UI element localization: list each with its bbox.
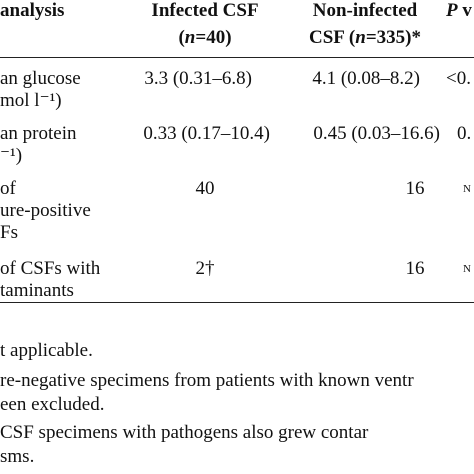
row-culture-noninfected: 16 (405, 178, 425, 199)
row-glucose-noninfected: 4.1 (0.08–8.2) (312, 68, 420, 89)
row-protein-noninfected: 0.45 (0.03–16.6) (313, 123, 440, 144)
row-glucose-p: <0. (446, 68, 471, 89)
row-contaminants-p: N (463, 263, 472, 275)
row-protein-p: 0. (457, 123, 472, 144)
row-culture-label-1: of (0, 178, 16, 199)
header-rule (0, 57, 474, 58)
header-noninfected-n: CSF (n=335)* (308, 27, 421, 48)
table-bottom-rule (0, 302, 474, 303)
row-protein-infected: 0.33 (0.17–10.4) (143, 123, 270, 144)
row-contaminants-label-2: taminants (0, 280, 74, 301)
header-infected-csf: Infected CSF (151, 0, 259, 21)
header-analysis: analysis (0, 0, 65, 21)
footnote-excluded: een excluded. (0, 394, 105, 415)
row-contaminants-infected: 2† (195, 258, 215, 279)
header-p-value: P v (446, 0, 472, 21)
header-infected-n: (n=40) (178, 27, 232, 48)
row-glucose-infected: 3.3 (0.31–6.8) (144, 68, 252, 89)
row-culture-p: N (463, 183, 472, 195)
row-glucose-label-2: mol l⁻¹) (0, 90, 62, 111)
row-culture-label-2: ure-positive (0, 200, 91, 221)
row-contaminants-noninfected: 16 (405, 258, 425, 279)
footnote-contaminants: CSF specimens with pathogens also grew c… (0, 422, 369, 443)
footnote-not-applicable: t applicable. (0, 340, 93, 361)
header-noninfected-csf: Non-infected (312, 0, 418, 21)
row-protein-label-1: an protein (0, 123, 77, 144)
row-protein-label-2: ⁻¹) (0, 145, 23, 166)
row-glucose-label-1: an glucose (0, 68, 81, 89)
row-culture-infected: 40 (195, 178, 215, 199)
footnote-culture-negative: re-negative specimens from patients with… (0, 370, 414, 391)
row-contaminants-label-1: of CSFs with (0, 258, 101, 279)
row-culture-label-3: Fs (0, 222, 18, 243)
footnote-organisms: sms. (0, 446, 35, 467)
